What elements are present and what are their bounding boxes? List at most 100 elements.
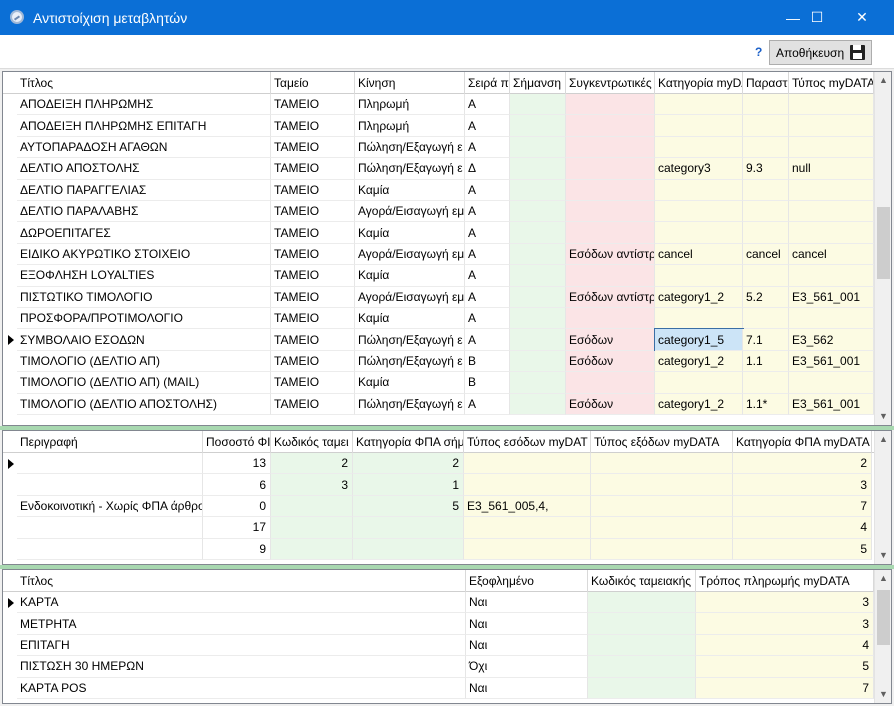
table-cell[interactable]: [271, 517, 353, 539]
table-cell[interactable]: [588, 592, 696, 614]
table-cell[interactable]: [743, 201, 789, 223]
table-cell[interactable]: [743, 136, 789, 159]
table-cell[interactable]: [566, 372, 655, 394]
table-cell[interactable]: [464, 538, 591, 560]
column-header[interactable]: Εξοφλημένο: [466, 570, 588, 592]
table-cell[interactable]: ΤΑΜΕΙΟ: [271, 393, 355, 415]
scroll-thumb[interactable]: [877, 207, 890, 279]
table-cell[interactable]: 2: [733, 453, 872, 475]
table-cell[interactable]: [510, 350, 566, 373]
table-cell[interactable]: Α: [465, 393, 510, 415]
table-cell[interactable]: [743, 265, 789, 287]
column-header[interactable]: Κατηγορία ΦΠΑ σήμ: [353, 431, 464, 453]
table-cell[interactable]: 4: [696, 634, 874, 657]
table-cell[interactable]: [566, 115, 655, 137]
table-cell[interactable]: Αγορά/Εισαγωγή εμ: [355, 201, 465, 223]
table-row[interactable]: ΔΕΛΤΙΟ ΠΑΡΑΓΓΕΛΙΑΣ ΤΑΜΕΙΟ Καμία Α: [3, 179, 874, 201]
table-cell[interactable]: [17, 474, 203, 496]
table-row[interactable]: ΕΞΟΦΛΗΣΗ LOYALTIES ΤΑΜΕΙΟ Καμία Α: [3, 265, 874, 287]
table-cell[interactable]: Καμία: [355, 222, 465, 244]
table-cell[interactable]: ΕΞΟΦΛΗΣΗ LOYALTIES: [17, 265, 271, 287]
vat-categories-grid[interactable]: Περιγραφή Ποσοστό ΦΙ Κωδικός ταμει Κατηγορί…: [2, 430, 892, 565]
table-cell[interactable]: [588, 634, 696, 657]
table-cell[interactable]: ΑΥΤΟΠΑΡΑΔΟΣΗ ΑΓΑΘΩΝ: [17, 136, 271, 159]
table-cell[interactable]: Α: [465, 243, 510, 266]
table-row[interactable]: Ενδοκοινοτική - Χωρίς ΦΠΑ άρθρο 0 5 E3_561_…: [3, 495, 874, 518]
table-row[interactable]: ΔΕΛΤΙΟ ΠΑΡΑΛΑΒΗΣ ΤΑΜΕΙΟ Αγορά/Εισαγωγή εμ Α: [3, 201, 874, 223]
table-cell[interactable]: Α: [465, 308, 510, 330]
column-header[interactable]: Τίτλος: [17, 570, 466, 592]
table-row[interactable]: ΜΕΤΡΗΤΑ Ναι 3: [3, 613, 874, 635]
table-cell[interactable]: ΚΑΡΤΑ POS: [17, 677, 466, 699]
table-cell[interactable]: ΤΑΜΕΙΟ: [271, 286, 355, 308]
table-cell[interactable]: [789, 179, 874, 201]
table-cell[interactable]: ΠΙΣΤΩΤΙΚΟ ΤΙΜΟΛΟΓΙΟ: [17, 286, 271, 308]
splitter[interactable]: [0, 426, 894, 430]
table-cell[interactable]: [353, 517, 464, 539]
table-cell[interactable]: Α: [465, 201, 510, 223]
table-cell[interactable]: Πληρωμή: [355, 94, 465, 116]
table-cell[interactable]: ΚΑΡΤΑ: [17, 592, 466, 614]
scroll-up-icon[interactable]: ▲: [879, 75, 888, 85]
table-cell[interactable]: [789, 115, 874, 137]
table-cell[interactable]: 7.1: [743, 329, 789, 351]
table-cell[interactable]: ΤΑΜΕΙΟ: [271, 115, 355, 137]
table-cell[interactable]: [591, 517, 733, 539]
table-cell[interactable]: 1.1: [743, 350, 789, 373]
table-cell[interactable]: ΕΙΔΙΚΟ ΑΚΥΡΩΤΙΚΟ ΣΤΟΙΧΕΙΟ: [17, 243, 271, 266]
table-cell[interactable]: [510, 308, 566, 330]
table-cell[interactable]: Καμία: [355, 265, 465, 287]
scroll-up-icon[interactable]: ▲: [879, 573, 888, 583]
table-cell[interactable]: [591, 495, 733, 518]
table-cell[interactable]: Πώληση/Εξαγωγή ε: [355, 329, 465, 351]
table-cell[interactable]: ΤΑΜΕΙΟ: [271, 243, 355, 266]
table-row[interactable]: ΑΠΟΔΕΙΞΗ ΠΛΗΡΩΜΗΣ ΤΑΜΕΙΟ Πληρωμή Α: [3, 94, 874, 116]
table-cell[interactable]: [655, 201, 743, 223]
save-button[interactable]: Αποθήκευση: [769, 40, 872, 65]
table-cell[interactable]: 3: [696, 592, 874, 614]
table-cell[interactable]: Α: [465, 94, 510, 116]
table-cell[interactable]: [655, 308, 743, 330]
table-cell[interactable]: Εσόδων: [566, 329, 655, 351]
table-cell[interactable]: [588, 613, 696, 635]
table-row[interactable]: ΠΙΣΤΩΤΙΚΟ ΤΙΜΟΛΟΓΙΟ ΤΑΜΕΙΟ Αγορά/Εισαγωγή …: [3, 286, 874, 308]
scroll-up-icon[interactable]: ▲: [879, 434, 888, 444]
table-cell[interactable]: [566, 179, 655, 201]
vertical-scrollbar[interactable]: ▲ ▼: [874, 72, 891, 425]
table-cell[interactable]: Εσόδων: [566, 350, 655, 373]
table-cell[interactable]: Ναι: [466, 592, 588, 614]
table-cell[interactable]: 3: [271, 474, 353, 496]
table-cell[interactable]: [271, 495, 353, 518]
table-cell[interactable]: [789, 222, 874, 244]
table-cell[interactable]: 5.2: [743, 286, 789, 308]
table-cell[interactable]: ΤΑΜΕΙΟ: [271, 136, 355, 159]
table-cell[interactable]: [588, 656, 696, 678]
table-cell[interactable]: ΣΥΜΒΟΛΑΙΟ ΕΣΟΔΩΝ: [17, 329, 271, 351]
table-cell[interactable]: Α: [465, 179, 510, 201]
table-cell[interactable]: [510, 286, 566, 308]
table-cell[interactable]: [655, 115, 743, 137]
table-cell[interactable]: ΤΑΜΕΙΟ: [271, 94, 355, 116]
table-cell[interactable]: [464, 453, 591, 475]
table-cell[interactable]: 5: [733, 538, 872, 560]
table-cell[interactable]: Πώληση/Εξαγωγή ε: [355, 350, 465, 373]
table-cell[interactable]: Καμία: [355, 372, 465, 394]
document-types-grid[interactable]: Τίτλος Ταμείο Κίνηση Σειρά π Σήμανση Συγκεντρ…: [2, 71, 892, 426]
table-cell[interactable]: [591, 474, 733, 496]
scroll-down-icon[interactable]: ▼: [879, 689, 888, 699]
table-cell[interactable]: 9.3: [743, 158, 789, 180]
table-cell[interactable]: [789, 136, 874, 159]
table-cell[interactable]: [591, 453, 733, 475]
table-cell[interactable]: [464, 517, 591, 539]
table-cell[interactable]: [510, 115, 566, 137]
table-cell[interactable]: [353, 538, 464, 560]
table-row[interactable]: ΕΙΔΙΚΟ ΑΚΥΡΩΤΙΚΟ ΣΤΟΙΧΕΙΟ ΤΑΜΕΙΟ Αγορά/Εισ…: [3, 243, 874, 266]
column-header[interactable]: Συγκεντρωτικές: [566, 72, 655, 94]
table-cell[interactable]: [566, 222, 655, 244]
table-row[interactable]: 17 4: [3, 517, 874, 539]
table-cell[interactable]: category1_5: [654, 328, 744, 352]
table-cell[interactable]: cancel: [789, 243, 874, 266]
table-cell[interactable]: Πώληση/Εξαγωγή ε: [355, 158, 465, 180]
table-cell[interactable]: Α: [465, 136, 510, 159]
column-header[interactable]: Κωδικός ταμειακής: [588, 570, 696, 592]
